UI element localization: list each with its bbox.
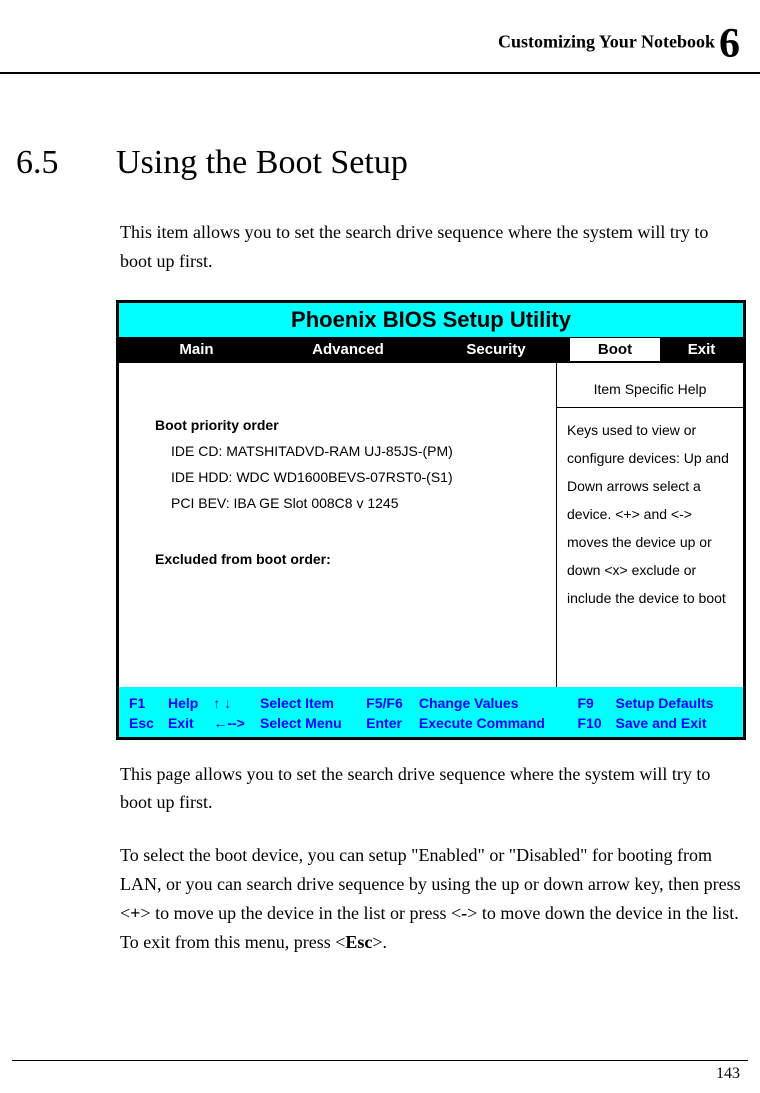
section-heading: 6.5 Using the Boot Setup (16, 144, 744, 182)
boot-item[interactable]: IDE CD: MATSHITADVD-RAM UJ-85JS-(PM) (171, 443, 546, 459)
bios-tab-row: Main Advanced Security Boot Exit (119, 337, 743, 363)
section-title: Using the Boot Setup (116, 144, 408, 182)
header-chapter-num: 6 (719, 21, 740, 67)
help-body: Keys used to view or configure devices: … (557, 408, 743, 620)
boot-priority-heading: Boot priority order (155, 417, 546, 433)
help-title: Item Specific Help (557, 363, 743, 408)
tab-security[interactable]: Security (422, 338, 570, 361)
action-execute: Execute Command (415, 713, 574, 733)
bios-title: Phoenix BIOS Setup Utility (119, 303, 743, 337)
boot-item[interactable]: IDE HDD: WDC WD1600BEVS-07RST0-(S1) (171, 469, 546, 485)
key-arrows: ↑ ↓ (209, 693, 256, 713)
key-f10: F10 (574, 713, 612, 733)
bios-body: Boot priority order IDE CD: MATSHITADVD-… (119, 363, 743, 687)
after-paragraph-1: This page allows you to set the search d… (120, 760, 744, 818)
tab-main[interactable]: Main (119, 338, 274, 361)
key-esc: Esc (125, 713, 164, 733)
boot-item[interactable]: PCI BEV: IBA GE Slot 008C8 v 1245 (171, 495, 546, 511)
key-enter: Enter (362, 713, 415, 733)
action-change-values: Change Values (415, 693, 574, 713)
header-title: Customizing Your Notebook (498, 32, 715, 52)
tab-exit[interactable]: Exit (660, 338, 743, 361)
tab-advanced[interactable]: Advanced (274, 338, 422, 361)
page-header: Customizing Your Notebook 6 (0, 20, 760, 74)
key-f5f6: F5/F6 (362, 693, 415, 713)
page-footer: 143 (12, 1060, 748, 1093)
bios-footer: F1 Help ↑ ↓ Select Item F5/F6 Change Val… (119, 687, 743, 737)
action-save-exit: Save and Exit (612, 713, 738, 733)
key-f1: F1 (125, 693, 164, 713)
footer-row: F1 Help ↑ ↓ Select Item F5/F6 Change Val… (125, 693, 737, 713)
after-paragraph-2: To select the boot device, you can setup… (120, 841, 744, 956)
footer-row: Esc Exit ←--> Select Menu Enter Execute … (125, 713, 737, 733)
section-number: 6.5 (16, 144, 116, 182)
action-exit: Exit (164, 713, 209, 733)
action-select-item: Select Item (256, 693, 362, 713)
action-select-menu: Select Menu (256, 713, 362, 733)
key-leftright: ←--> (209, 713, 256, 733)
bios-left-panel: Boot priority order IDE CD: MATSHITADVD-… (119, 363, 556, 687)
page-number: 143 (716, 1065, 740, 1082)
intro-paragraph: This item allows you to set the search d… (120, 218, 744, 276)
bios-help-panel: Item Specific Help Keys used to view or … (556, 363, 743, 687)
excluded-heading: Excluded from boot order: (155, 551, 546, 567)
action-help: Help (164, 693, 209, 713)
action-setup-defaults: Setup Defaults (612, 693, 738, 713)
key-f9: F9 (574, 693, 612, 713)
bios-setup-screenshot: Phoenix BIOS Setup Utility Main Advanced… (116, 300, 746, 740)
tab-boot[interactable]: Boot (570, 338, 660, 361)
